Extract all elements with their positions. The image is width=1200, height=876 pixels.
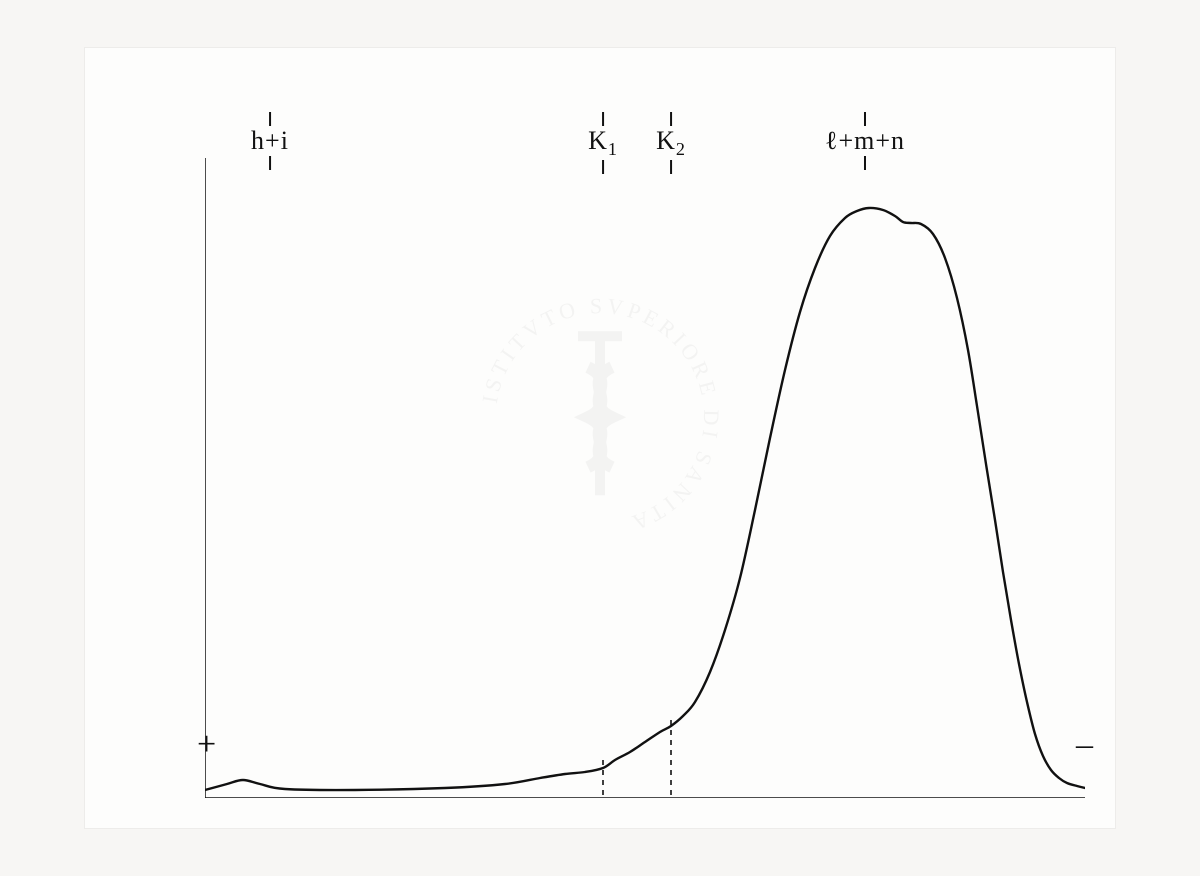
fraction-label-text: K2 [656,126,686,155]
fraction-label-text: h+i [251,126,289,155]
fraction-label: K2 [656,112,686,174]
fraction-label: K1 [588,112,618,174]
polarity-anode: + [197,726,216,764]
densitometry-curve [205,208,1085,790]
fraction-label-text: ℓ+m+n [825,126,905,155]
plot-svg [205,158,1085,798]
photo-frame: ISTITVTO SVPERIORE DI SANITA h+iK1K2ℓ+m+… [85,48,1115,828]
fraction-label: ℓ+m+n [825,112,905,170]
polarity-cathode: – [1076,726,1093,764]
fraction-label-text: K1 [588,126,618,155]
fraction-label: h+i [251,112,289,170]
electrophoresis-plot: h+iK1K2ℓ+m+n + – [205,158,1085,798]
